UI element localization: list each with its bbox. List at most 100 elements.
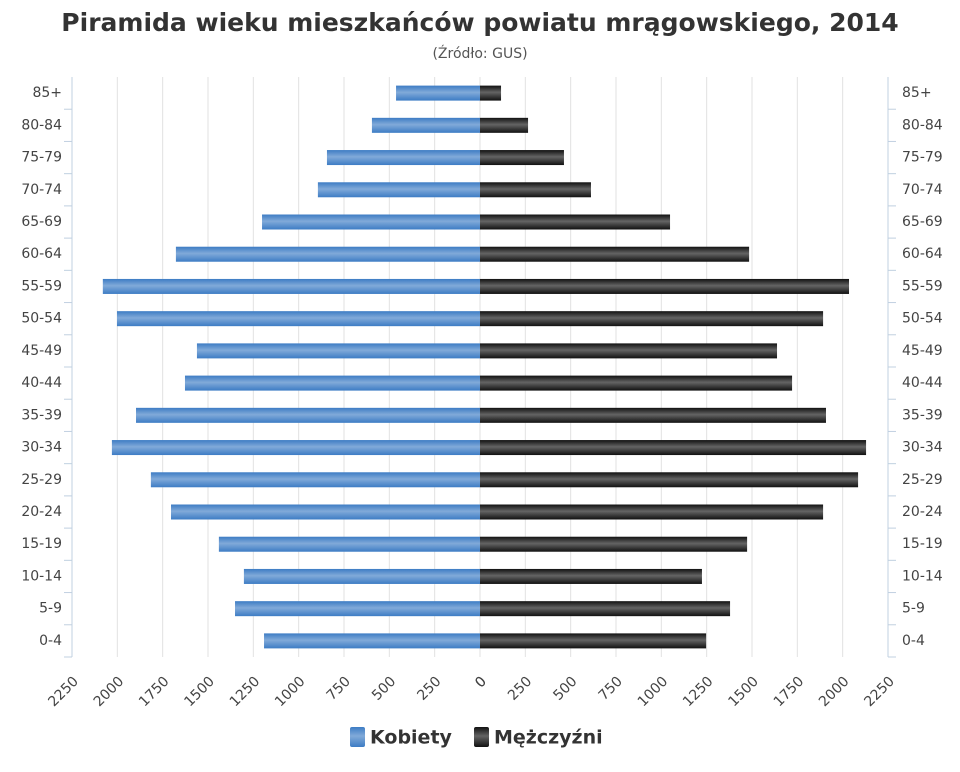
bar [116,311,480,327]
y-tick-label: 60-64 [21,246,62,262]
bar [480,311,824,327]
y-tick-label: 75-79 [21,150,62,166]
x-tick-label: 750 [324,674,354,704]
bar [480,278,850,294]
y-tick-label: 30-34 [902,440,943,456]
bar [480,407,826,423]
x-tick-label: 0 [472,674,490,692]
bar [136,407,480,423]
x-tick-label: 500 [369,674,399,704]
bar [111,440,480,456]
y-tick-label: 5-9 [902,601,925,617]
bar [150,472,480,488]
x-tick-label: 1000 [272,674,309,711]
y-tick-label: 65-69 [21,214,62,230]
bar [184,375,480,391]
bar [235,601,480,617]
bar [371,117,480,133]
y-tick-label: 0-4 [39,633,62,649]
x-tick-label: 1250 [680,674,717,711]
bar [317,182,480,198]
y-tick-label: 40-44 [902,375,943,391]
y-tick-label: 60-64 [902,246,943,262]
chart-subtitle: (Źródło: GUS) [432,44,527,62]
y-tick-label: 25-29 [902,472,943,488]
bar [480,343,778,359]
y-tick-label: 50-54 [21,311,62,327]
y-tick-label: 70-74 [21,182,62,198]
legend-swatch [474,727,489,747]
y-tick-label: 85+ [902,85,932,101]
y-tick-label: 15-19 [902,536,943,552]
bar [102,278,481,294]
y-tick-label: 10-14 [21,568,62,584]
x-tick-label: 250 [505,674,535,704]
y-tick-label: 35-39 [902,407,943,423]
bar [264,633,480,649]
y-tick-label: 30-34 [21,440,62,456]
bar [480,85,502,101]
x-tick-label: 750 [596,674,626,704]
y-tick-label: 80-84 [902,117,943,133]
legend-label: Mężczyźni [494,727,603,749]
y-tick-label: 15-19 [21,536,62,552]
y-tick-label: 80-84 [21,117,62,133]
legend-swatch [350,727,365,747]
x-tick-label: 2000 [91,674,128,711]
x-tick-label: 500 [550,674,580,704]
bar [480,601,731,617]
bar [480,117,529,133]
y-tick-label: 55-59 [21,278,62,294]
y-tick-label: 40-44 [21,375,62,391]
y-tick-label: 0-4 [902,633,925,649]
y-tick-label: 65-69 [902,214,943,230]
x-tick-label: 250 [414,674,444,704]
y-tick-label: 45-49 [902,343,943,359]
y-tick-label: 85+ [32,85,62,101]
x-tick-label: 2000 [816,674,853,711]
bar [480,182,591,198]
bar [243,568,480,584]
y-tick-label: 25-29 [21,472,62,488]
legend-label: Kobiety [370,727,453,749]
y-tick-label: 35-39 [21,407,62,423]
bar [480,246,750,262]
bar [480,440,867,456]
y-tick-label: 20-24 [902,504,943,520]
y-tick-label: 5-9 [39,601,62,617]
y-tick-label: 50-54 [902,311,943,327]
bar [480,375,793,391]
x-tick-label: 1250 [227,674,264,711]
bar [480,536,748,552]
bar [326,150,480,166]
x-tick-label: 2250 [45,674,82,711]
y-tick-label: 55-59 [902,278,943,294]
x-tick-label: 1500 [181,674,218,711]
x-tick-label: 1750 [136,674,173,711]
x-tick-label: 1750 [771,674,808,711]
bar [218,536,480,552]
y-tick-label: 10-14 [902,568,943,584]
y-tick-label: 45-49 [21,343,62,359]
legend-item: Mężczyźni [474,727,603,749]
x-tick-label: 2250 [861,674,898,711]
x-tick-label: 1500 [725,674,762,711]
bar [480,150,564,166]
y-tick-label: 75-79 [902,150,943,166]
bar [480,472,859,488]
y-tick-label: 70-74 [902,182,943,198]
bar [262,214,480,230]
bar [480,633,707,649]
bar [196,343,480,359]
bar [480,568,702,584]
bar [175,246,481,262]
bar [396,85,480,101]
bar [171,504,480,520]
bar [480,504,824,520]
y-tick-label: 20-24 [21,504,62,520]
legend-item: Kobiety [350,727,453,749]
chart-title: Piramida wieku mieszkańców powiatu mrągo… [61,8,898,37]
bar [480,214,671,230]
x-tick-label: 1000 [635,674,672,711]
